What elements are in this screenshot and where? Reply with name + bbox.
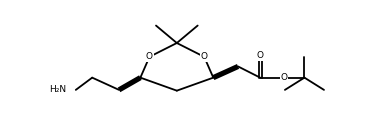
Text: O: O [280,73,288,82]
Text: H₂N: H₂N [49,85,66,94]
Text: O: O [257,51,264,60]
Text: O: O [146,52,153,61]
Text: O: O [201,52,208,61]
